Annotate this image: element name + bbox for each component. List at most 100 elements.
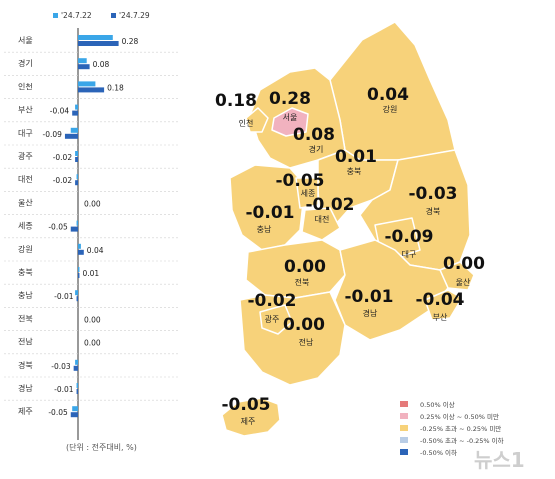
region-value-gyeonggi: 0.08 bbox=[293, 125, 335, 145]
legend-row: -0.25% 초과 ~ 0.25% 미만 bbox=[400, 422, 550, 433]
region-name-daegu: 대구 bbox=[402, 250, 417, 259]
region-value-gyeongbuk: -0.03 bbox=[409, 184, 458, 204]
bar-prev bbox=[78, 35, 113, 40]
region-name-jeonbuk: 전북 bbox=[295, 277, 310, 287]
bar-prev bbox=[70, 127, 78, 133]
region-value-jeju: -0.05 bbox=[222, 395, 271, 415]
category-label: 대구 bbox=[18, 129, 33, 138]
bar-curr bbox=[76, 389, 78, 394]
value-label: 0.18 bbox=[107, 83, 124, 92]
legend-label-1: '24.7.29 bbox=[119, 11, 150, 20]
region-busan bbox=[424, 289, 463, 321]
region-value-chungnam: -0.01 bbox=[246, 203, 295, 223]
region-value-busan: -0.04 bbox=[416, 290, 465, 310]
bar-curr bbox=[70, 226, 78, 232]
value-label: -0.01 bbox=[54, 385, 74, 394]
legend-row: -0.50% 이하 bbox=[400, 446, 550, 457]
region-value-sejong: -0.05 bbox=[276, 171, 325, 191]
region-name-gyeongnam: 경남 bbox=[363, 308, 378, 318]
legend-label: 0.50% 이상 bbox=[420, 400, 455, 409]
region-value-gwangju: -0.02 bbox=[248, 291, 297, 311]
category-label: 인천 bbox=[18, 81, 33, 91]
bar-curr bbox=[78, 41, 119, 46]
map-legend: 0.50% 이상 0.25% 이상 ~ 0.50% 미만 -0.25% 초과 ~ 0… bbox=[400, 398, 550, 460]
region-name-ulsan: 울산 bbox=[456, 277, 471, 287]
bar-curr bbox=[73, 365, 78, 371]
legend-label: -0.50% 이하 bbox=[420, 448, 458, 457]
region-value-gyeongnam: -0.01 bbox=[345, 287, 394, 307]
bar-curr bbox=[78, 87, 105, 93]
value-label: 0.01 bbox=[82, 269, 99, 278]
legend-swatch bbox=[400, 400, 408, 407]
region-name-daejeon: 대전 bbox=[315, 214, 330, 224]
bar-curr bbox=[78, 64, 90, 70]
legend-swatch bbox=[400, 424, 408, 431]
category-label: 전남 bbox=[18, 337, 33, 347]
value-label: -0.02 bbox=[53, 153, 73, 162]
region-value-daejeon: -0.02 bbox=[306, 195, 355, 215]
region-name-incheon: 인천 bbox=[239, 118, 254, 128]
value-label: -0.05 bbox=[48, 223, 68, 232]
legend-row: 0.50% 이상 bbox=[400, 398, 550, 409]
bar-prev bbox=[76, 174, 78, 180]
region-name-seoul: 서울 bbox=[283, 113, 298, 122]
category-label: 서울 bbox=[18, 36, 33, 45]
region-name-jeonnam: 전남 bbox=[299, 337, 314, 347]
region-incheon bbox=[245, 107, 269, 133]
value-label: 0.00 bbox=[84, 199, 101, 208]
region-value-incheon: 0.18 bbox=[215, 91, 257, 111]
bar-curr bbox=[75, 157, 78, 162]
legend-row: -0.50% 초과 ~ -0.25% 이하 bbox=[400, 434, 550, 445]
region-jeonbuk bbox=[245, 239, 346, 299]
bar-prev bbox=[76, 220, 78, 226]
category-label: 충북 bbox=[18, 268, 33, 277]
legend-swatch bbox=[400, 436, 408, 443]
region-name-chungnam: 충남 bbox=[257, 225, 272, 234]
unit-note: (단위 : 전주대비, %) bbox=[66, 443, 137, 452]
value-label: 0.08 bbox=[93, 60, 110, 69]
value-label: -0.05 bbox=[48, 408, 68, 417]
bar-prev bbox=[76, 383, 78, 388]
value-label: -0.04 bbox=[50, 107, 70, 116]
value-label: 0.00 bbox=[84, 339, 101, 348]
value-label: -0.02 bbox=[53, 176, 73, 185]
region-name-gyeongbuk: 경북 bbox=[426, 206, 441, 216]
category-label: 울산 bbox=[18, 197, 33, 207]
value-label: 0.00 bbox=[84, 315, 101, 324]
value-label: -0.03 bbox=[51, 362, 71, 371]
region-gwangju bbox=[259, 304, 293, 335]
bar-curr bbox=[78, 273, 80, 278]
category-label: 대전 bbox=[18, 174, 33, 184]
region-value-seoul: 0.28 bbox=[269, 89, 311, 109]
bar-prev bbox=[72, 406, 78, 412]
legend-swatch-0 bbox=[53, 13, 58, 18]
bar-prev bbox=[78, 81, 96, 87]
category-label: 세종 bbox=[18, 222, 33, 231]
legend-label: 0.25% 이상 ~ 0.50% 미만 bbox=[420, 412, 499, 421]
region-value-chungbuk: 0.01 bbox=[335, 147, 377, 167]
bar-curr bbox=[72, 110, 78, 116]
legend-label: -0.25% 초과 ~ 0.25% 미만 bbox=[420, 424, 502, 433]
bar-curr bbox=[64, 133, 78, 139]
value-label: -0.01 bbox=[54, 292, 74, 301]
bar-curr bbox=[70, 412, 78, 418]
region-seoul bbox=[271, 107, 309, 137]
category-label: 전북 bbox=[18, 313, 33, 323]
region-value-jeonnam: 0.00 bbox=[283, 315, 325, 335]
value-label: 0.04 bbox=[87, 246, 104, 255]
category-label: 경기 bbox=[18, 58, 33, 68]
region-value-ulsan: 0.00 bbox=[443, 254, 485, 274]
region-name-gwangju: 광주 bbox=[265, 314, 280, 324]
category-label: 부산 bbox=[18, 105, 33, 115]
region-chungnam bbox=[229, 164, 306, 251]
bar-curr bbox=[76, 296, 78, 302]
legend-swatch bbox=[400, 448, 408, 455]
region-name-gangwon: 강원 bbox=[383, 104, 398, 114]
region-jeju bbox=[221, 397, 281, 437]
category-label: 경남 bbox=[18, 383, 33, 393]
region-name-gyeonggi: 경기 bbox=[309, 144, 324, 154]
bar-prev bbox=[78, 243, 81, 249]
bar-prev bbox=[75, 151, 78, 156]
category-label: 제주 bbox=[18, 407, 33, 416]
